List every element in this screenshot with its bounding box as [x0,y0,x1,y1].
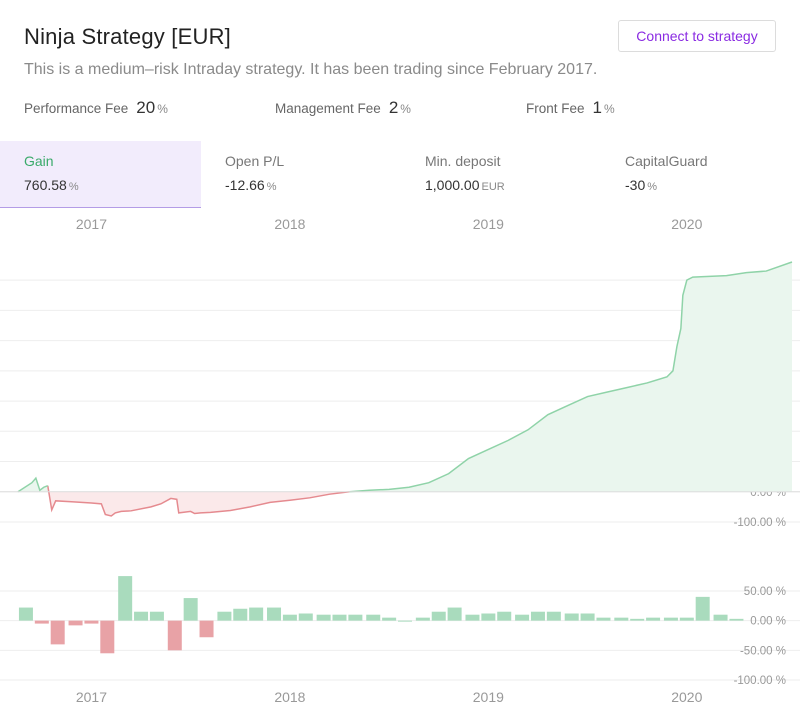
monthly-return-bar [217,611,232,621]
positive-area-fill [349,262,792,492]
monthly-return-bar [68,620,83,626]
monthly-return-bar [167,620,182,651]
fee-value: 2 [388,98,399,117]
strategy-description: This is a medium–risk Intraday strategy.… [24,61,598,78]
monthly-return-bar [382,617,397,621]
monthly-return-bar [249,607,264,621]
fee-unit: % [604,102,615,116]
page-title: Ninja Strategy [EUR] [24,24,231,49]
monthly-return-bar [267,607,282,621]
monthly-return-bar [663,617,678,621]
fee-label: Performance Fee [24,101,129,116]
stats-tabs: Gain 760.58% Open P/L -12.66% Min. depos… [0,141,800,209]
x-axis-top-tick-label: 2019 [473,216,504,232]
fee-value: 20 [136,98,156,117]
monthly-return-bar [316,614,331,621]
monthly-return-bar [348,614,363,621]
positive-area-fill [18,478,48,492]
y-axis-tick-label: -100.00 % [734,675,786,687]
x-axis-bottom-tick-label: 2018 [274,689,305,705]
stat-value: 1,000.00 EUR [425,177,505,193]
monthly-return-bar [50,620,65,645]
y-axis-tick-label: -50.00 % [740,645,786,657]
monthly-return-bar [695,596,710,621]
monthly-return-bar [298,613,313,621]
monthly-return-bar [183,598,198,621]
monthly-return-bar [546,611,561,621]
connect-to-strategy-button[interactable]: Connect to strategy [618,20,776,52]
positive-gain-line [17,476,49,493]
fee-row: Performance Fee 20% Management Fee 2% Fron… [0,98,800,122]
positive-gain-line [349,261,793,493]
monthly-return-bar [34,620,49,624]
monthly-return-bar [481,613,496,621]
monthly-return-bar [530,611,545,621]
stat-label: CapitalGuard [625,153,708,169]
monthly-return-bar [580,613,595,621]
monthly-return-bar [233,608,248,621]
monthly-return-bar [149,611,164,621]
y-axis-tick-label: 50.00 % [744,586,786,598]
monthly-return-bar [366,614,381,621]
x-axis-bottom-tick-label: 2020 [671,689,702,705]
stat-value: -30% [625,177,658,193]
stat-label: Min. deposit [425,153,501,169]
monthly-return-bar [431,611,446,621]
monthly-return-bar [447,607,462,621]
monthly-return-bar [614,617,629,621]
monthly-return-bar [134,611,149,621]
monthly-return-bar [282,614,297,621]
fee-unit: % [157,102,168,116]
monthly-return-bar [415,617,430,621]
monthly-return-bar [497,611,512,621]
monthly-return-bar [630,618,645,621]
monthly-return-bar [465,614,480,621]
monthly-return-bar [515,614,530,621]
stat-label: Open P/L [225,153,285,169]
monthly-return-bar [646,617,661,621]
tab-open-pl[interactable]: Open P/L -12.66% [201,141,401,208]
monthly-return-bar [332,614,347,621]
y-axis-tick-label: -100.00 % [734,517,786,529]
fee-label: Front Fee [526,101,585,116]
monthly-return-bar [713,614,728,621]
monthly-return-bar [18,607,33,621]
y-axis-tick-label: 0.00 % [750,616,786,628]
tab-capitalguard[interactable]: CapitalGuard -30% [601,141,800,208]
negative-area-fill [47,485,350,516]
monthly-return-bar [679,617,694,621]
x-axis-bottom-tick-label: 2019 [473,689,504,705]
stat-value: 760.58% [24,177,79,193]
x-axis-top-tick-label: 2018 [274,216,305,232]
monthly-return-bar [596,617,611,621]
fee-unit: % [400,102,411,116]
monthly-return-bar [199,620,214,638]
management-fee: Management Fee 2% [275,98,411,118]
x-axis-top-tick-label: 2020 [671,216,702,232]
front-fee: Front Fee 1% [526,98,615,118]
monthly-return-bar [84,620,99,624]
monthly-return-bar [100,620,115,654]
x-axis-top-tick-label: 2017 [76,216,107,232]
monthly-return-bar [729,618,744,621]
performance-fee: Performance Fee 20% [24,98,168,118]
monthly-return-bar [564,613,579,621]
fee-label: Management Fee [275,101,381,116]
fee-value: 1 [592,98,602,117]
tab-min-deposit[interactable]: Min. deposit 1,000.00 EUR [401,141,601,208]
monthly-return-bar [398,620,412,622]
negative-gain-line [47,485,350,517]
monthly-return-bar [118,576,133,621]
stat-label: Gain [24,153,54,169]
tab-gain[interactable]: Gain 760.58% [0,141,201,208]
x-axis-bottom-tick-label: 2017 [76,689,107,705]
stat-value: -12.66% [225,177,277,193]
